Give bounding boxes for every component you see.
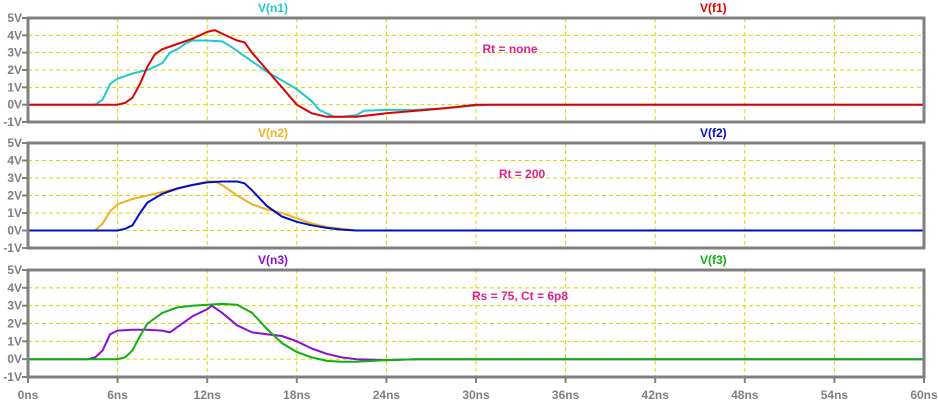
- trace-vf1: [28, 29, 924, 118]
- y-tick-label: -1V: [3, 241, 22, 255]
- y-tick-label: -1V: [3, 115, 22, 129]
- x-tick-label: 18ns: [283, 388, 311, 402]
- y-tick-label: 4V: [7, 28, 22, 42]
- plot-pane-1: 5V 4V 3V 2V 1V 0V -1V V(n1) V(f1) Rt = none: [3, 1, 926, 129]
- y-tick-label: 0V: [7, 224, 22, 238]
- y-tick-label: 4V: [7, 281, 22, 295]
- y-tick-label: 0V: [7, 98, 22, 112]
- annotation-text: Rt = 200: [499, 167, 546, 181]
- x-tick-label: 48ns: [731, 388, 759, 402]
- trace-label[interactable]: V(n3): [258, 253, 288, 267]
- y-tick-label: 5V: [7, 136, 22, 150]
- x-tick-label: 12ns: [194, 388, 222, 402]
- y-tick-label: 2V: [7, 63, 22, 77]
- trace-label[interactable]: V(n1): [258, 1, 288, 15]
- x-tick-label: 54ns: [821, 388, 849, 402]
- x-tick-label: 24ns: [373, 388, 401, 402]
- trace-vf3: [28, 302, 924, 363]
- plot-pane-2: 5V 4V 3V 2V 1V 0V -1V V(n2) V(f2) Rt = 200: [3, 126, 926, 255]
- y-tick-label: 3V: [7, 299, 22, 313]
- annotation-text: Rt = none: [482, 42, 537, 56]
- y-tick-label: 1V: [7, 206, 22, 220]
- trace-label[interactable]: V(f2): [700, 126, 727, 140]
- x-tick-label: 6ns: [107, 388, 128, 402]
- y-tick-label: 1V: [7, 80, 22, 94]
- y-tick-label: 4V: [7, 154, 22, 168]
- trace-vf2: [28, 180, 924, 232]
- trace-label[interactable]: V(f3): [700, 253, 727, 267]
- y-tick-label: 1V: [7, 334, 22, 348]
- trace-vn1: [28, 39, 924, 118]
- y-tick-label: 5V: [7, 263, 22, 277]
- y-tick-label: 2V: [7, 317, 22, 331]
- x-tick-label: 36ns: [552, 388, 580, 402]
- y-tick-label: -1V: [3, 370, 22, 384]
- y-tick-label: 5V: [7, 11, 22, 25]
- y-tick-label: 3V: [7, 171, 22, 185]
- y-tick-label: 2V: [7, 189, 22, 203]
- x-tick-label: 0ns: [18, 388, 39, 402]
- y-tick-label: 3V: [7, 46, 22, 60]
- x-tick-label: 42ns: [642, 388, 670, 402]
- x-tick-label: 30ns: [462, 388, 490, 402]
- plot-pane-3: 5V 4V 3V 2V 1V 0V -1V V(n3) V(f3) Rs = 75, Ct = 6…: [3, 253, 926, 384]
- trace-label[interactable]: V(n2): [258, 126, 288, 140]
- annotation-text: Rs = 75, Ct = 6p8: [472, 289, 568, 303]
- trace-label[interactable]: V(f1): [700, 1, 727, 15]
- y-tick-label: 0V: [7, 352, 22, 366]
- x-tick-label: 60ns: [910, 388, 938, 402]
- trace-vn3: [28, 304, 924, 362]
